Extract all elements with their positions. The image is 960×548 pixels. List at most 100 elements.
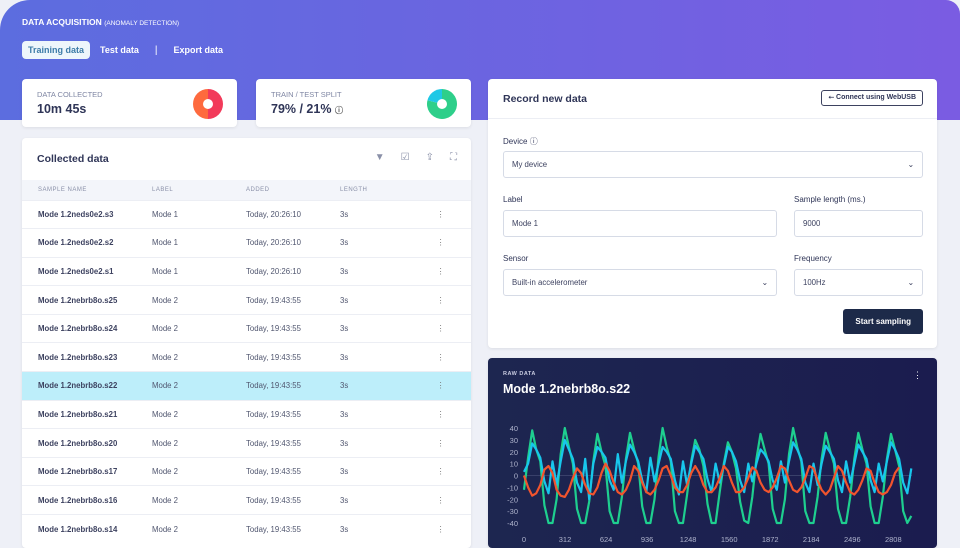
sample-added: Today, 20:26:10 [246, 228, 340, 258]
filter-icon[interactable]: ▼ [374, 152, 385, 163]
record-panel: Record new data ⭠ Connect using WebUSB D… [488, 79, 937, 348]
help-icon[interactable]: ⓘ [529, 137, 538, 146]
y-tick-label: -20 [507, 495, 518, 504]
more-icon[interactable]: ⋮ [410, 313, 471, 343]
sample-length-input[interactable]: 9000 [794, 210, 923, 237]
sample-name: Mode 1.2nebrb8o.s20 [22, 428, 152, 458]
more-icon[interactable]: ⋮ [410, 428, 471, 458]
data-collected-label: DATA COLLECTED [37, 90, 103, 99]
more-icon[interactable]: ⋮ [913, 370, 922, 380]
y-tick-label: -10 [507, 483, 518, 492]
table-row[interactable]: Mode 1.2nebrb8o.s16 Mode 2 Today, 19:43:55… [22, 485, 471, 515]
sample-name: Mode 1.2nebrb8o.s22 [22, 371, 152, 401]
sample-length: 3s [340, 199, 410, 229]
y-tick-label: -30 [507, 507, 518, 516]
sample-name: Mode 1.2nebrb8o.s25 [22, 285, 152, 315]
sample-length: 3s [340, 256, 410, 286]
table-row[interactable]: Mode 1.2nebrb8o.s23 Mode 2 Today, 19:43:55… [22, 342, 471, 372]
sample-label: Mode 1 [152, 228, 246, 258]
page-title-text: DATA ACQUISITION [22, 17, 102, 27]
col-actions [410, 180, 471, 200]
sample-label: Mode 2 [152, 514, 246, 544]
more-icon[interactable]: ⋮ [410, 256, 471, 286]
frequency-select[interactable]: 100Hz ⌄ [794, 269, 923, 296]
device-value: My device [512, 160, 548, 169]
sample-label: Mode 2 [152, 313, 246, 343]
data-collected-card: DATA COLLECTED 10m 45s [22, 79, 237, 127]
divider [488, 118, 937, 119]
frequency-value: 100Hz [803, 278, 826, 287]
sample-added: Today, 20:26:10 [246, 199, 340, 229]
sample-length: 3s [340, 285, 410, 315]
sample-name: Mode 1.2nebrb8o.s23 [22, 342, 152, 372]
col-length[interactable]: LENGTH [340, 180, 410, 200]
table-row[interactable]: Mode 1.2nebrb8o.s25 Mode 2 Today, 19:43:55… [22, 285, 471, 315]
more-icon[interactable]: ⋮ [410, 485, 471, 515]
more-icon[interactable]: ⋮ [410, 285, 471, 315]
device-label: Device [503, 137, 528, 146]
table-row[interactable]: Mode 1.2nebrb8o.s17 Mode 2 Today, 19:43:55… [22, 456, 471, 486]
table-row[interactable]: Mode 1.2nebrb8o.s21 Mode 2 Today, 19:43:55… [22, 399, 471, 429]
col-sample-name[interactable]: SAMPLE NAME [22, 180, 152, 200]
tab-test-data[interactable]: Test data [100, 45, 139, 55]
checkbox-icon[interactable]: ☑ [400, 152, 410, 163]
sample-length: 3s [340, 428, 410, 458]
more-icon[interactable]: ⋮ [410, 399, 471, 429]
tab-training-data[interactable]: Training data [22, 41, 91, 59]
tab-export-data[interactable]: Export data [173, 45, 223, 55]
raw-data-panel: RAW DATA Mode 1.2nebrb8o.s22 ⋮ 40 30 20 10 0… [488, 358, 937, 548]
series-line-0 [522, 426, 913, 525]
test-slice [427, 89, 442, 104]
more-icon[interactable]: ⋮ [410, 199, 471, 229]
sample-label: Mode 2 [152, 399, 246, 429]
table-row[interactable]: Mode 1.2nebrb8o.s14 Mode 2 Today, 19:43:55… [22, 514, 471, 544]
sample-length: 3s [340, 371, 410, 401]
more-icon[interactable]: ⋮ [410, 342, 471, 372]
table-row[interactable]: Mode 1.2neds0e2.s1 Mode 1 Today, 20:26:10 3… [22, 256, 471, 286]
more-icon[interactable]: ⋮ [410, 228, 471, 258]
sample-label: Mode 2 [152, 428, 246, 458]
chevron-down-icon: ⌄ [907, 160, 914, 169]
y-tick-label: 0 [514, 472, 518, 481]
table-row[interactable]: Mode 1.2nebrb8o.s24 Mode 2 Today, 19:43:55… [22, 313, 471, 343]
page-title: DATA ACQUISITION (ANOMALY DETECTION) [22, 17, 179, 27]
sample-name: Mode 1.2nebrb8o.s14 [22, 514, 152, 544]
table-row[interactable]: Mode 1.2neds0e2.s2 Mode 1 Today, 20:26:10 3… [22, 228, 471, 258]
raw-data-title: Mode 1.2nebrb8o.s22 [503, 382, 631, 396]
sensor-select[interactable]: Built-in accelerometer ⌄ [503, 269, 777, 296]
upload-icon[interactable]: ⇪ [425, 152, 434, 163]
help-icon[interactable]: ⓘ [334, 106, 343, 115]
sample-length: 3s [340, 514, 410, 544]
more-icon[interactable]: ⋮ [410, 456, 471, 486]
sample-label: Mode 2 [152, 342, 246, 372]
record-title: Record new data [503, 93, 588, 105]
device-select[interactable]: My device ⌄ [503, 151, 923, 178]
sample-label: Mode 2 [152, 285, 246, 315]
fullscreen-icon[interactable]: ⛶ [450, 152, 457, 163]
col-label[interactable]: LABEL [152, 180, 246, 200]
sample-length: 3s [340, 399, 410, 429]
sample-label: Mode 2 [152, 371, 246, 401]
sample-name: Mode 1.2nebrb8o.s16 [22, 485, 152, 515]
start-sampling-button[interactable]: Start sampling [843, 309, 923, 334]
col-added[interactable]: ADDED [246, 180, 340, 200]
data-collected-donut-icon [193, 89, 223, 119]
sensor-label: Sensor [503, 254, 529, 263]
sample-added: Today, 19:43:55 [246, 485, 340, 515]
sample-label: Mode 2 [152, 485, 246, 515]
table-row[interactable]: Mode 1.2nebrb8o.s20 Mode 2 Today, 19:43:55… [22, 428, 471, 458]
sample-name: Mode 1.2nebrb8o.s21 [22, 399, 152, 429]
label-input[interactable]: Mode 1 [503, 210, 777, 237]
more-icon[interactable]: ⋮ [410, 371, 471, 401]
series-line-1 [523, 438, 913, 501]
split-value: 79% / 21% [271, 102, 332, 116]
table-row[interactable]: Mode 1.2nebrb8o.s22 Mode 2 Today, 19:43:55… [22, 371, 471, 401]
sample-length: 3s [340, 228, 410, 258]
sample-added: Today, 19:43:55 [246, 514, 340, 544]
split-donut-icon [427, 89, 457, 119]
chevron-down-icon: ⌄ [761, 278, 768, 287]
connect-webusb-button[interactable]: ⭠ Connect using WebUSB [821, 90, 923, 106]
more-icon[interactable]: ⋮ [410, 514, 471, 544]
train-test-split-card: TRAIN / TEST SPLIT 79% / 21% ⓘ [256, 79, 471, 127]
table-row[interactable]: Mode 1.2neds0e2.s3 Mode 1 Today, 20:26:10 3… [22, 199, 471, 229]
